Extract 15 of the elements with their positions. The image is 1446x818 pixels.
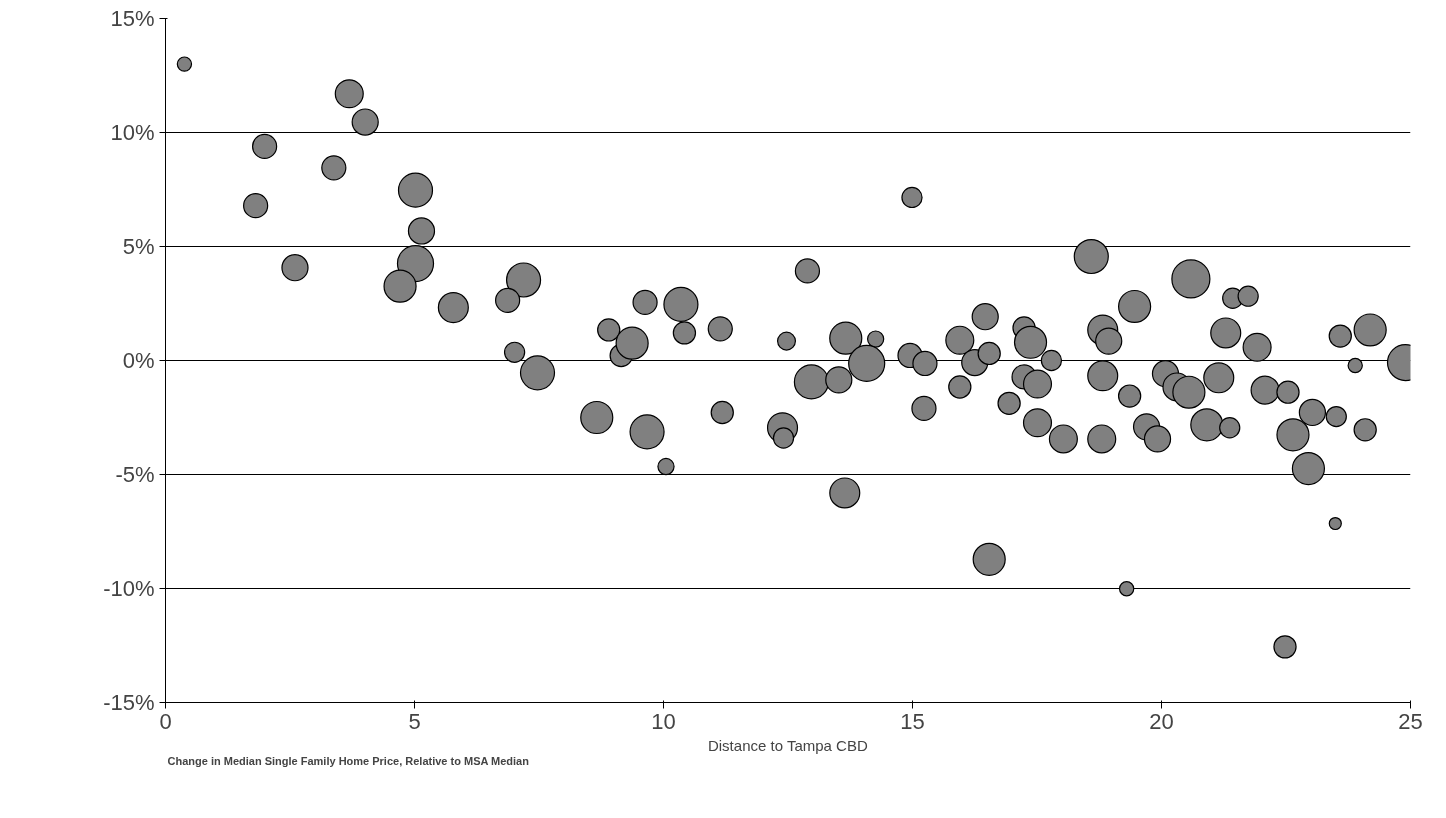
x-tick-label: 15 xyxy=(900,708,925,734)
x-axis-title: Distance to Tampa CBD xyxy=(707,736,868,754)
y-tick-label: 15% xyxy=(110,6,155,31)
text: Change in Median Single Family Home Price, Relative to MSA Median xyxy=(167,754,530,767)
y-tick-label: -10% xyxy=(103,576,155,601)
y-tick-label: 10% xyxy=(110,120,155,145)
x-tick-label: 10 xyxy=(651,708,676,734)
x-tick-label: 25 xyxy=(1398,708,1423,734)
x-tick-label: 20 xyxy=(1149,708,1174,734)
y-tick-label: -5% xyxy=(115,462,155,487)
x-tick-label: 0 xyxy=(159,708,172,734)
y-tick-label: 5% xyxy=(122,234,155,259)
y-tick-label: 0% xyxy=(122,348,155,373)
y-tick-label: -15% xyxy=(103,690,155,715)
x-tick-label: 5 xyxy=(408,708,421,734)
